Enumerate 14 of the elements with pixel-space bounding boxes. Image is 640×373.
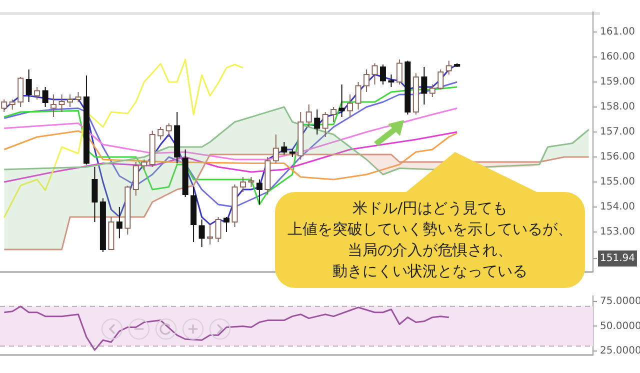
y-tick-label: 160.00	[600, 52, 635, 63]
y-tick-label: 157.00	[600, 126, 635, 138]
y-tick-label: 161.00	[600, 26, 635, 38]
y-tick-label: 155.00	[600, 176, 635, 188]
y-tick-label: 158.00	[600, 102, 635, 113]
y-tick-label: 151.94	[600, 253, 635, 264]
annotation: 上値を突破していく勢いを示しているが、	[288, 219, 572, 240]
y-tick-label: 153.00	[600, 226, 635, 238]
y-tick-label: 159.00	[600, 76, 635, 88]
annotation: 動きにくい状況となっている	[332, 261, 528, 282]
y-tick-label: 154.00	[600, 202, 635, 213]
annotation: 米ドル/円はどう見ても	[352, 198, 508, 219]
y-tick-label: 156.00	[600, 152, 635, 163]
annotation: 当局の介入が危惧され、	[348, 240, 512, 261]
